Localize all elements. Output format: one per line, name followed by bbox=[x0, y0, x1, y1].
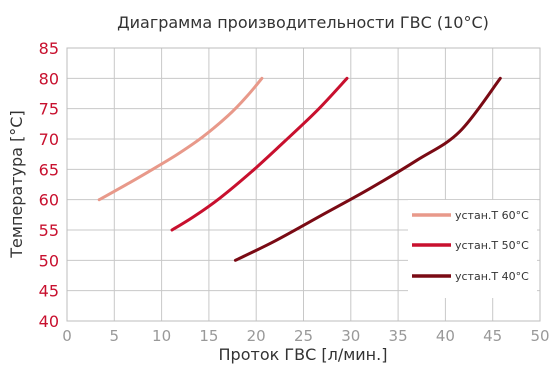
legend-label-0: устан.Т 60°C bbox=[455, 209, 529, 222]
x-axis-ticks: 0 5 10 15 20 25 30 35 40 45 50 bbox=[62, 327, 549, 345]
y-tick-label: 85 bbox=[39, 39, 59, 58]
y-tick-label: 75 bbox=[39, 100, 59, 119]
series-line-2 bbox=[233, 76, 502, 262]
chart-title: Диаграмма производительности ГВС (10°C) bbox=[117, 13, 489, 32]
x-tick-label: 0 bbox=[62, 327, 72, 345]
y-tick-label: 70 bbox=[39, 130, 59, 149]
series-lines bbox=[97, 76, 502, 262]
plot-frame bbox=[66, 47, 541, 322]
legend-label-1: устан.Т 50°C bbox=[455, 239, 529, 252]
x-tick-label: 15 bbox=[199, 327, 218, 345]
y-tick-label: 60 bbox=[39, 191, 59, 210]
y-tick-label: 40 bbox=[39, 312, 59, 331]
x-tick-label: 25 bbox=[294, 327, 313, 345]
y-tick-label: 50 bbox=[39, 251, 59, 270]
x-tick-label: 35 bbox=[389, 327, 408, 345]
x-tick-label: 50 bbox=[530, 327, 549, 345]
x-tick-label: 10 bbox=[152, 327, 171, 345]
y-axis-ticks: 40 45 50 55 60 65 70 75 80 85 bbox=[39, 39, 59, 331]
series-line-1 bbox=[170, 76, 349, 232]
x-tick-label: 30 bbox=[341, 327, 360, 345]
y-axis-title: Температура [°C] bbox=[7, 110, 26, 258]
y-tick-label: 55 bbox=[39, 221, 59, 240]
x-tick-label: 45 bbox=[483, 327, 502, 345]
legend-label-2: устан.Т 40°C bbox=[455, 270, 529, 283]
x-tick-label: 5 bbox=[110, 327, 120, 345]
x-tick-label: 40 bbox=[436, 327, 455, 345]
x-tick-label: 20 bbox=[247, 327, 266, 345]
y-tick-label: 45 bbox=[39, 282, 59, 301]
legend: устан.Т 60°C устан.Т 50°C устан.Т 40°C bbox=[412, 209, 529, 283]
series-line-0 bbox=[97, 76, 264, 202]
x-axis-title: Проток ГВС [л/мин.] bbox=[219, 345, 388, 364]
y-tick-label: 80 bbox=[39, 69, 59, 88]
y-tick-label: 65 bbox=[39, 160, 59, 179]
